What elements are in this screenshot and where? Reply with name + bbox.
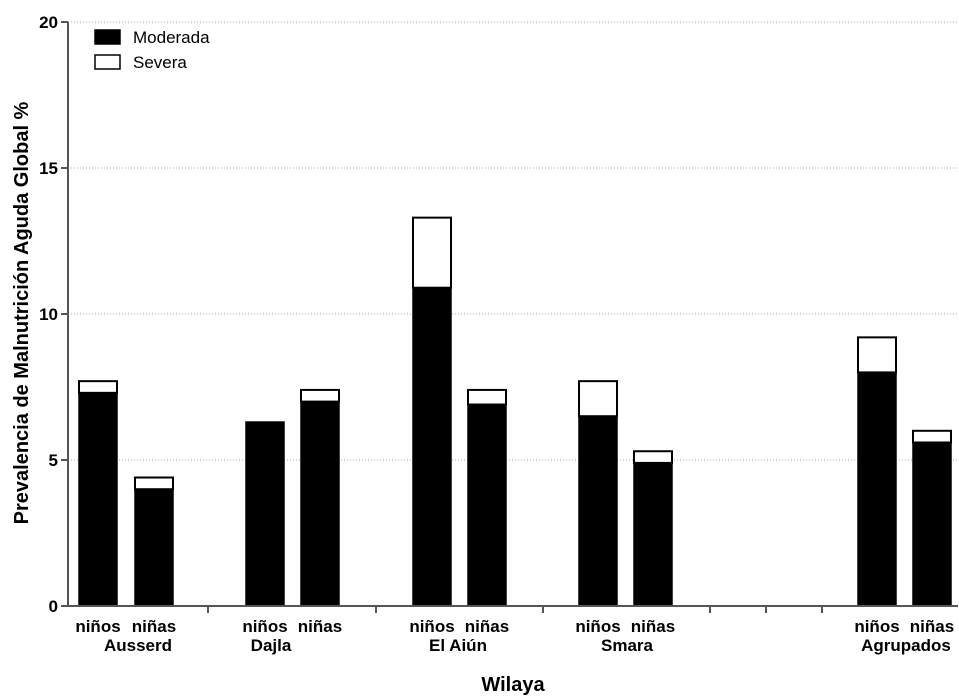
bar-moderada (633, 462, 673, 607)
bar-category-label: niños (409, 617, 454, 636)
bar-moderada (134, 488, 174, 607)
group-label: Agrupados (861, 636, 951, 655)
y-tick-label: 5 (49, 451, 58, 470)
bar-moderada (245, 421, 285, 607)
bar-moderada (912, 441, 952, 607)
bar-category-label: niños (575, 617, 620, 636)
bar-severa (578, 380, 618, 418)
bar-moderada (412, 286, 452, 607)
x-ticks (207, 606, 823, 613)
legend-label: Severa (133, 53, 187, 72)
bar-severa (78, 380, 118, 394)
bar-moderada (300, 400, 340, 607)
bars (78, 216, 952, 607)
bar-category-label: niñas (465, 617, 509, 636)
bar-category-label: niños (854, 617, 899, 636)
legend-swatch (94, 54, 121, 70)
group-label: Smara (601, 636, 654, 655)
y-tick-label: 10 (39, 305, 58, 324)
bar-moderada (578, 415, 618, 607)
bar-severa (412, 216, 452, 289)
bar-severa (912, 429, 952, 444)
bar-moderada (857, 371, 897, 607)
grid (68, 21, 958, 461)
legend-swatch (94, 29, 121, 45)
y-axis-title: Prevalencia de Malnutrición Aguda Global… (11, 101, 33, 524)
bar-category-label: niñas (910, 617, 954, 636)
legend-label: Moderada (133, 28, 210, 47)
bar-moderada (467, 403, 507, 607)
bar-severa (633, 450, 673, 464)
bar-category-label: niños (242, 617, 287, 636)
bar-category-label: niñas (298, 617, 342, 636)
group-label: Dajla (251, 636, 292, 655)
y-tick-label: 15 (39, 159, 58, 178)
bar-category-label: niñas (132, 617, 176, 636)
y-ticks: 0 5 10 15 20 (39, 13, 68, 616)
bar-severa (467, 388, 507, 406)
x-labels: niños niñas niños niñas niños niñas niños niñas… (75, 617, 954, 655)
y-tick-label: 20 (39, 13, 58, 32)
bar-severa (134, 476, 174, 491)
bar-severa (857, 336, 897, 374)
bar-category-label: niñas (631, 617, 675, 636)
bar-moderada (78, 392, 118, 607)
y-tick-label: 0 (49, 597, 58, 616)
legend: Moderada Severa (94, 28, 210, 72)
bar-severa (300, 388, 340, 403)
bar-category-label: niños (75, 617, 120, 636)
group-label: Ausserd (104, 636, 172, 655)
x-axis-title: Wilaya (481, 674, 545, 696)
group-label: El Aiún (429, 636, 487, 655)
